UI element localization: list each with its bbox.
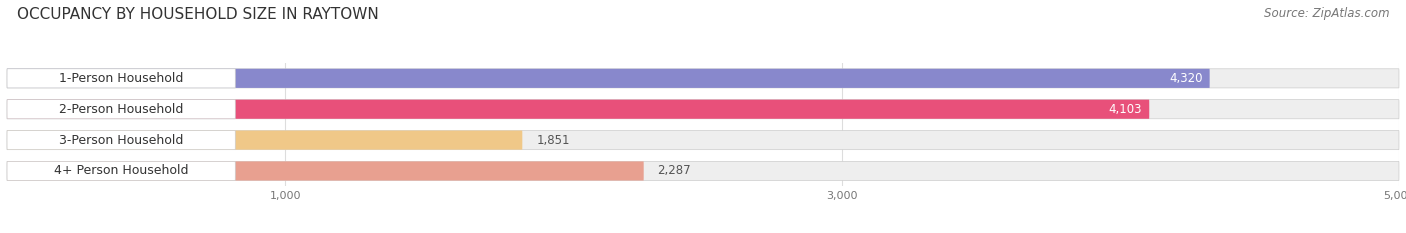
Text: 2-Person Household: 2-Person Household bbox=[59, 103, 183, 116]
FancyBboxPatch shape bbox=[7, 69, 235, 88]
Text: 3-Person Household: 3-Person Household bbox=[59, 134, 183, 147]
FancyBboxPatch shape bbox=[7, 69, 1399, 88]
Text: 4,103: 4,103 bbox=[1109, 103, 1142, 116]
Text: Source: ZipAtlas.com: Source: ZipAtlas.com bbox=[1264, 7, 1389, 20]
FancyBboxPatch shape bbox=[7, 69, 1209, 88]
Text: 2,287: 2,287 bbox=[658, 164, 692, 178]
Text: 1,851: 1,851 bbox=[536, 134, 569, 147]
FancyBboxPatch shape bbox=[7, 161, 235, 181]
Text: OCCUPANCY BY HOUSEHOLD SIZE IN RAYTOWN: OCCUPANCY BY HOUSEHOLD SIZE IN RAYTOWN bbox=[17, 7, 378, 22]
FancyBboxPatch shape bbox=[7, 100, 1399, 119]
FancyBboxPatch shape bbox=[7, 130, 1399, 150]
FancyBboxPatch shape bbox=[7, 161, 1399, 181]
Text: 1-Person Household: 1-Person Household bbox=[59, 72, 183, 85]
FancyBboxPatch shape bbox=[7, 100, 1149, 119]
FancyBboxPatch shape bbox=[7, 130, 235, 150]
Text: 4,320: 4,320 bbox=[1170, 72, 1202, 85]
FancyBboxPatch shape bbox=[7, 130, 522, 150]
FancyBboxPatch shape bbox=[7, 161, 644, 181]
FancyBboxPatch shape bbox=[7, 100, 235, 119]
Text: 4+ Person Household: 4+ Person Household bbox=[53, 164, 188, 178]
